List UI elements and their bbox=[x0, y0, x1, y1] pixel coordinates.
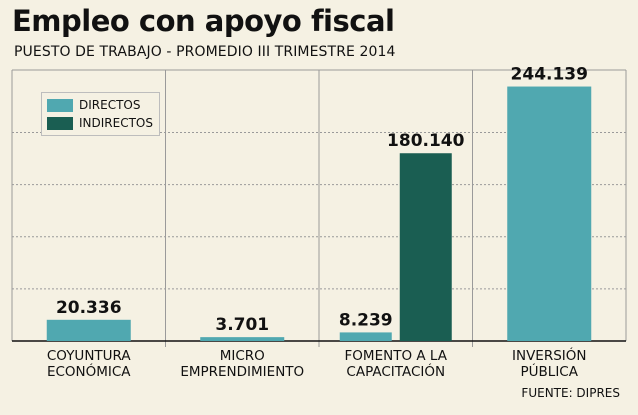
legend-swatch-directos bbox=[47, 98, 73, 112]
category-label-0-0: COYUNTURA bbox=[47, 348, 132, 364]
source-note: FUENTE: DIPRES bbox=[521, 386, 620, 400]
data-label-directos-1: 3.701 bbox=[215, 315, 269, 335]
data-label-directos-2: 8.239 bbox=[339, 310, 393, 330]
category-label-1-0: MICRO bbox=[220, 348, 265, 364]
data-labels: 20.336 3.701 8.239 180.140 244.139 bbox=[56, 65, 588, 336]
bars bbox=[46, 86, 592, 341]
data-label-directos-0: 20.336 bbox=[56, 298, 122, 318]
legend-label-indirectos: INDIRECTOS bbox=[79, 116, 153, 130]
data-label-directos-3: 244.139 bbox=[511, 65, 588, 85]
bar-indirectos-2 bbox=[399, 153, 452, 341]
bar-directos-2 bbox=[339, 332, 392, 341]
legend-label-directos: DIRECTOS bbox=[79, 98, 141, 112]
category-label-1-1: EMPRENDIMIENTO bbox=[180, 364, 304, 380]
legend-item-directos: DIRECTOS bbox=[47, 96, 153, 114]
legend: DIRECTOS INDIRECTOS bbox=[41, 92, 160, 136]
data-label-indirectos-2: 180.140 bbox=[387, 131, 465, 151]
chart-title: Empleo con apoyo fiscal bbox=[12, 4, 395, 38]
bar-directos-0 bbox=[46, 319, 131, 341]
bar-directos-1 bbox=[200, 337, 285, 341]
legend-swatch-indirectos bbox=[47, 116, 73, 130]
category-label-2-0: FOMENTO A LA bbox=[345, 348, 448, 364]
chart-subtitle: PUESTO DE TRABAJO - PROMEDIO III TRIMEST… bbox=[14, 44, 396, 60]
category-label-2-1: CAPACITACIÓN bbox=[346, 362, 445, 380]
category-label-3-1: PÚBLICA bbox=[521, 362, 579, 380]
bar-directos-3 bbox=[507, 86, 592, 341]
category-label-0-1: ECONÓMICA bbox=[47, 362, 131, 380]
legend-item-indirectos: INDIRECTOS bbox=[47, 114, 153, 132]
category-label-3-0: INVERSIÓN bbox=[512, 346, 587, 364]
